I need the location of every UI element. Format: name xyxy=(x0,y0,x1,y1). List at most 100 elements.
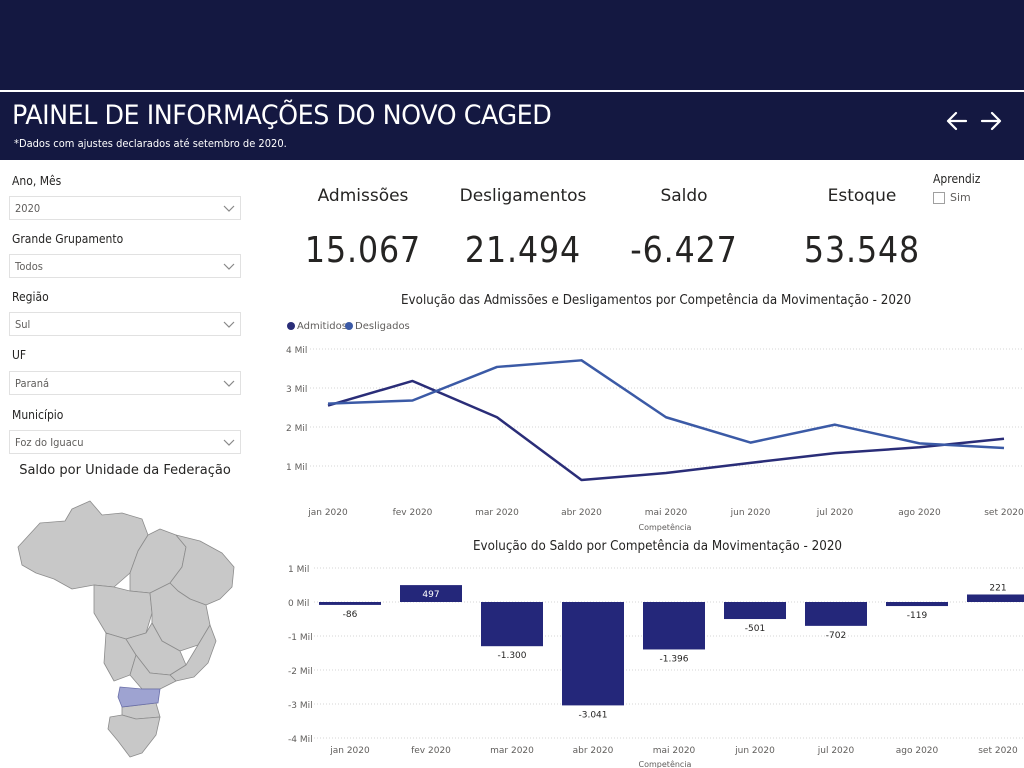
y-tick-label: -2 Mil xyxy=(288,667,313,677)
aprendiz-title: Aprendiz xyxy=(933,172,981,186)
series-line-desligados xyxy=(327,359,1005,450)
y-tick-label: 2 Mil xyxy=(286,424,307,434)
y-tick-label: 3 Mil xyxy=(286,385,307,395)
kpi-label-desligamentos: Desligamentos xyxy=(459,186,587,206)
bar-chart-title: Evolução do Saldo por Competência da Mov… xyxy=(473,539,843,554)
filter-dropdown-municipio[interactable]: Foz do Iguacu xyxy=(9,430,241,454)
x-tick-label: mai 2020 xyxy=(645,508,688,518)
arrow-left-icon xyxy=(946,111,968,131)
x-tick-label: ago 2020 xyxy=(896,746,939,756)
filter-label-uf: UF xyxy=(12,348,27,362)
filter-value: Todos xyxy=(15,260,43,273)
x-tick-label: jun 2020 xyxy=(730,508,771,518)
x-tick-label: fev 2020 xyxy=(393,508,433,518)
map-state-rio-grande-do-sul[interactable] xyxy=(107,714,161,758)
filter-value: Sul xyxy=(15,318,31,331)
x-tick-label: mar 2020 xyxy=(475,508,519,518)
x-tick-label: set 2020 xyxy=(978,746,1018,756)
data-label: -702 xyxy=(826,631,846,641)
bar-mar-2020 xyxy=(481,602,543,647)
legend-dot-icon xyxy=(287,322,295,330)
filter-value: Paraná xyxy=(15,377,50,390)
bar-ago-2020 xyxy=(886,602,948,607)
filter-label-grande-grupamento: Grande Grupamento xyxy=(12,232,124,246)
x-tick-label: mar 2020 xyxy=(490,746,534,756)
bar-set-2020 xyxy=(967,594,1024,602)
chevron-down-icon xyxy=(223,380,235,387)
filter-value: Foz do Iguacu xyxy=(15,436,84,449)
map-state-mato-grosso[interactable] xyxy=(93,584,153,640)
filter-dropdown-regiao[interactable]: Sul xyxy=(9,312,241,336)
data-label: -1.396 xyxy=(659,654,688,664)
forward-button[interactable] xyxy=(976,106,1006,136)
legend-item-desligados[interactable]: Desligados xyxy=(345,321,410,332)
aprendiz-checkbox[interactable] xyxy=(933,192,945,204)
bar-jun-2020 xyxy=(724,602,786,620)
legend-label: Desligados xyxy=(355,321,410,332)
data-label: 221 xyxy=(989,583,1006,593)
y-tick-label: 4 Mil xyxy=(286,346,307,356)
kpi-value-saldo: -6.427 xyxy=(630,230,738,271)
legend-dot-icon xyxy=(345,322,353,330)
legend-item-admitidos[interactable]: Admitidos xyxy=(287,321,347,332)
x-axis-label: Competência xyxy=(639,522,692,532)
aprendiz-option-label[interactable]: Sim xyxy=(950,191,971,204)
filter-label-regiao: Região xyxy=(12,290,49,304)
legend-label: Admitidos xyxy=(297,321,347,332)
x-tick-label: abr 2020 xyxy=(561,508,602,518)
x-tick-label: jan 2020 xyxy=(329,746,370,756)
y-tick-label: -4 Mil xyxy=(288,735,313,745)
bar-abr-2020 xyxy=(562,602,624,706)
line-chart-title: Evolução das Admissões e Desligamentos p… xyxy=(401,293,912,308)
y-tick-label: 0 Mil xyxy=(288,599,309,609)
x-tick-label: jul 2020 xyxy=(817,746,855,756)
bar-chart[interactable]: 1 Mil 0 Mil -1 Mil -2 Mil -3 Mil -4 Mil -86 jan… xyxy=(270,558,1024,768)
x-tick-label: jul 2020 xyxy=(816,508,854,518)
data-label: -3.041 xyxy=(578,710,607,720)
y-tick-label: 1 Mil xyxy=(288,565,309,575)
data-label: -501 xyxy=(745,624,765,634)
data-label: 497 xyxy=(422,590,439,600)
y-tick-label: -3 Mil xyxy=(288,701,313,711)
chevron-down-icon xyxy=(223,205,235,212)
x-tick-label: jan 2020 xyxy=(307,508,348,518)
filter-value: 2020 xyxy=(15,202,41,215)
kpi-label-admissoes: Admissões xyxy=(317,186,409,206)
chevron-down-icon xyxy=(223,321,235,328)
top-band xyxy=(0,0,1024,90)
filter-dropdown-uf[interactable]: Paraná xyxy=(9,371,241,395)
chevron-down-icon xyxy=(223,439,235,446)
header-bar: PAINEL DE INFORMAÇÕES DO NOVO CAGED *Dad… xyxy=(0,92,1024,160)
line-chart[interactable]: 4 Mil 3 Mil 2 Mil 1 Mil jan 2020 fev 2020 mar … xyxy=(270,335,1024,535)
x-tick-label: abr 2020 xyxy=(573,746,614,756)
kpi-value-desligamentos: 21.494 xyxy=(464,230,582,271)
x-axis-label: Competência xyxy=(639,759,692,768)
kpi-value-admissoes: 15.067 xyxy=(304,230,422,271)
map-state-north[interactable] xyxy=(17,500,149,590)
data-label: -86 xyxy=(343,610,358,620)
x-tick-label: ago 2020 xyxy=(898,508,941,518)
back-button[interactable] xyxy=(942,106,972,136)
page-title: PAINEL DE INFORMAÇÕES DO NOVO CAGED xyxy=(12,100,552,131)
bar-jul-2020 xyxy=(805,602,867,626)
y-tick-label: -1 Mil xyxy=(288,633,313,643)
series-line-admitidos xyxy=(327,379,1005,482)
y-tick-label: 1 Mil xyxy=(286,463,307,473)
chevron-down-icon xyxy=(223,263,235,270)
brazil-map[interactable] xyxy=(10,495,240,760)
filter-dropdown-ano-mes[interactable]: 2020 xyxy=(9,196,241,220)
bar-mai-2020 xyxy=(643,602,705,650)
kpi-label-estoque: Estoque xyxy=(827,186,897,206)
x-tick-label: jun 2020 xyxy=(734,746,775,756)
filter-dropdown-grande-grupamento[interactable]: Todos xyxy=(9,254,241,278)
arrow-right-icon xyxy=(980,111,1002,131)
data-label: -119 xyxy=(907,611,928,621)
bar-fev-2020 xyxy=(400,585,462,602)
page-subtitle: *Dados com ajustes declarados até setemb… xyxy=(14,137,287,150)
map-title: Saldo por Unidade da Federação xyxy=(19,463,231,478)
map-state-parana[interactable] xyxy=(117,686,161,708)
bar-jan-2020 xyxy=(319,602,381,605)
filter-label-ano-mes: Ano, Mês xyxy=(12,174,62,188)
kpi-label-saldo: Saldo xyxy=(660,186,708,206)
kpi-value-estoque: 53.548 xyxy=(803,230,921,271)
